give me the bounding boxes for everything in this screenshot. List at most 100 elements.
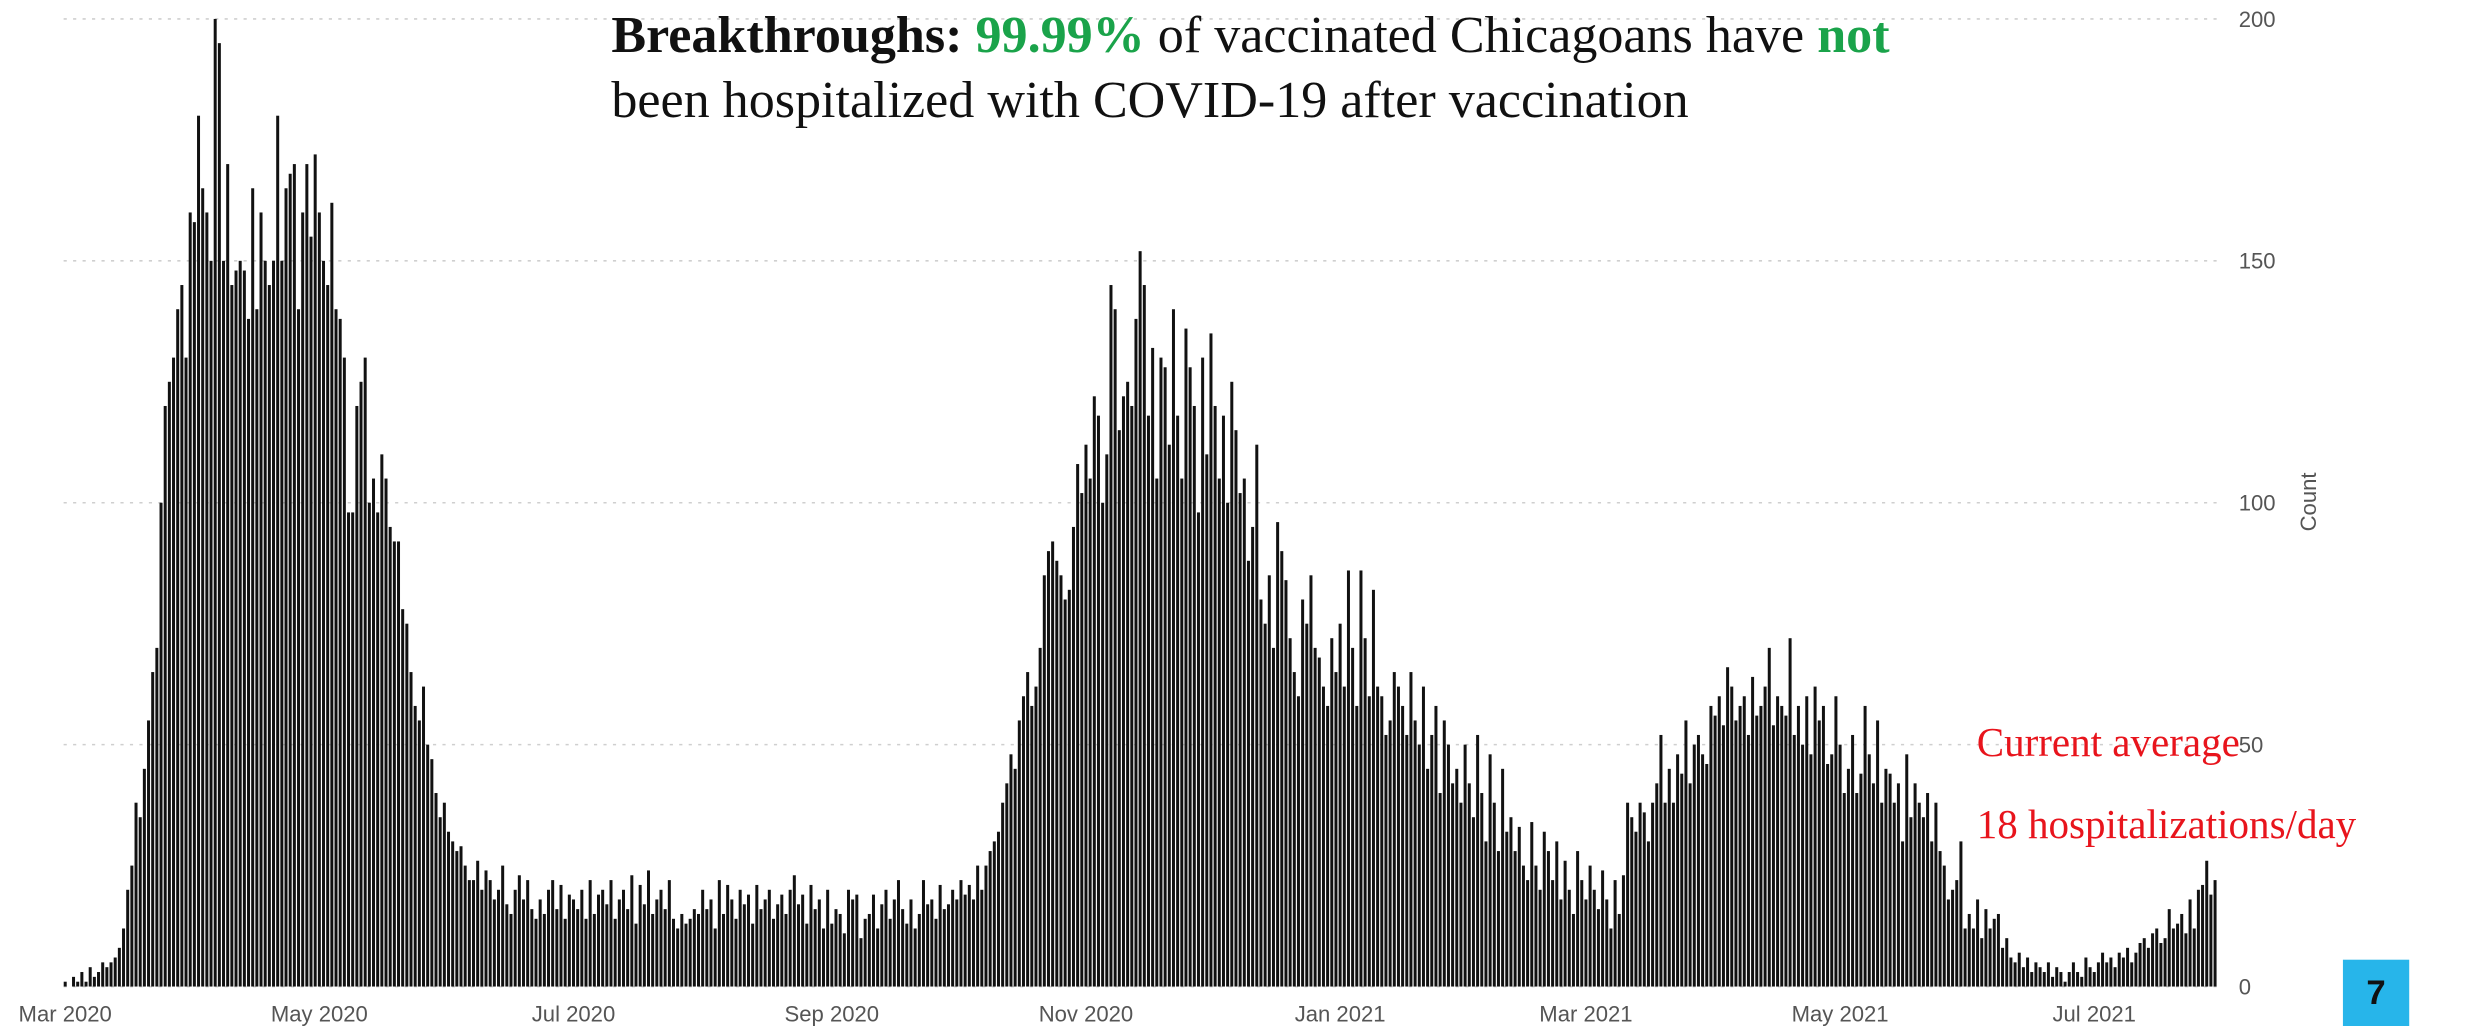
x-tick-label: Jan 2021 — [1295, 1001, 1386, 1026]
bar — [130, 865, 134, 987]
title-highlight: 99.99% — [976, 7, 1145, 64]
bar — [547, 889, 551, 987]
bar — [2121, 957, 2125, 987]
bar — [871, 894, 875, 987]
bars — [63, 18, 2217, 987]
bar — [959, 880, 963, 987]
bar — [1651, 802, 1655, 987]
bar — [634, 923, 638, 987]
bar — [1355, 705, 1359, 987]
bar — [1751, 676, 1755, 987]
bar — [572, 899, 576, 987]
bar — [2105, 962, 2109, 987]
bar — [522, 899, 526, 987]
bar — [2021, 967, 2025, 987]
bar — [771, 918, 775, 987]
bar — [1688, 783, 1692, 987]
bar — [1426, 768, 1430, 987]
bar — [805, 923, 809, 987]
bar — [1592, 889, 1596, 987]
bar — [1096, 415, 1100, 987]
bar — [1538, 889, 1542, 987]
bar — [138, 817, 142, 987]
bar — [1513, 851, 1517, 987]
bar — [1726, 667, 1730, 987]
bar — [2076, 972, 2080, 987]
bar — [1305, 623, 1309, 987]
bar — [1313, 647, 1317, 987]
bar — [1309, 575, 1313, 987]
bar — [1980, 938, 1984, 987]
bar — [1430, 734, 1434, 987]
bar — [513, 889, 517, 987]
bar — [251, 188, 255, 987]
bar — [1196, 512, 1200, 987]
bar — [2046, 962, 2050, 987]
bar — [622, 889, 626, 987]
bar — [1001, 802, 1005, 987]
bar — [846, 889, 850, 987]
bar — [201, 188, 205, 987]
bar — [1892, 802, 1896, 987]
bar — [1742, 696, 1746, 987]
bar — [2005, 938, 2009, 987]
bar — [117, 947, 121, 987]
bar — [1480, 793, 1484, 987]
bar — [2063, 981, 2067, 987]
bar — [326, 285, 330, 987]
bar — [372, 478, 376, 987]
bar — [855, 894, 859, 987]
bar — [2171, 928, 2175, 987]
bar — [1709, 705, 1713, 987]
bar — [363, 357, 367, 987]
bar — [1030, 705, 1034, 987]
bar — [1330, 638, 1334, 987]
bar — [1705, 763, 1709, 987]
bar — [2213, 880, 2217, 987]
bar — [746, 894, 750, 987]
title-text: of vaccinated Chicagoans have — [1158, 7, 1804, 64]
bar — [192, 222, 196, 987]
bar — [2001, 947, 2005, 987]
bar — [2142, 938, 2146, 987]
bar — [1384, 734, 1388, 987]
bar — [1601, 870, 1605, 987]
bar — [2092, 972, 2096, 987]
bar — [459, 846, 463, 987]
bar — [1605, 899, 1609, 987]
bar — [888, 918, 892, 987]
bar — [159, 502, 163, 987]
bar — [2013, 962, 2017, 987]
bar — [476, 860, 480, 987]
bar — [426, 744, 430, 987]
bar — [405, 623, 409, 987]
bar — [2155, 928, 2159, 987]
bar — [347, 512, 351, 987]
bar — [1021, 696, 1025, 987]
bar — [555, 909, 559, 987]
bar — [1242, 478, 1246, 987]
bar — [1134, 318, 1138, 987]
bar — [1801, 744, 1805, 987]
bar — [851, 899, 855, 987]
bar — [867, 913, 871, 987]
bar — [1580, 880, 1584, 987]
bar — [1721, 725, 1725, 987]
bar — [1105, 454, 1109, 987]
bar — [1959, 841, 1963, 987]
bar — [1446, 744, 1450, 987]
bar — [247, 318, 251, 987]
bar — [422, 686, 426, 987]
bar — [151, 672, 155, 987]
bar — [813, 909, 817, 987]
bar — [334, 309, 338, 987]
bar — [1646, 841, 1650, 987]
bar — [996, 831, 1000, 987]
bar — [401, 609, 405, 987]
bar — [122, 928, 126, 987]
bar — [721, 913, 725, 987]
bar — [484, 870, 488, 987]
bar — [1026, 672, 1030, 987]
bar — [1905, 754, 1909, 987]
